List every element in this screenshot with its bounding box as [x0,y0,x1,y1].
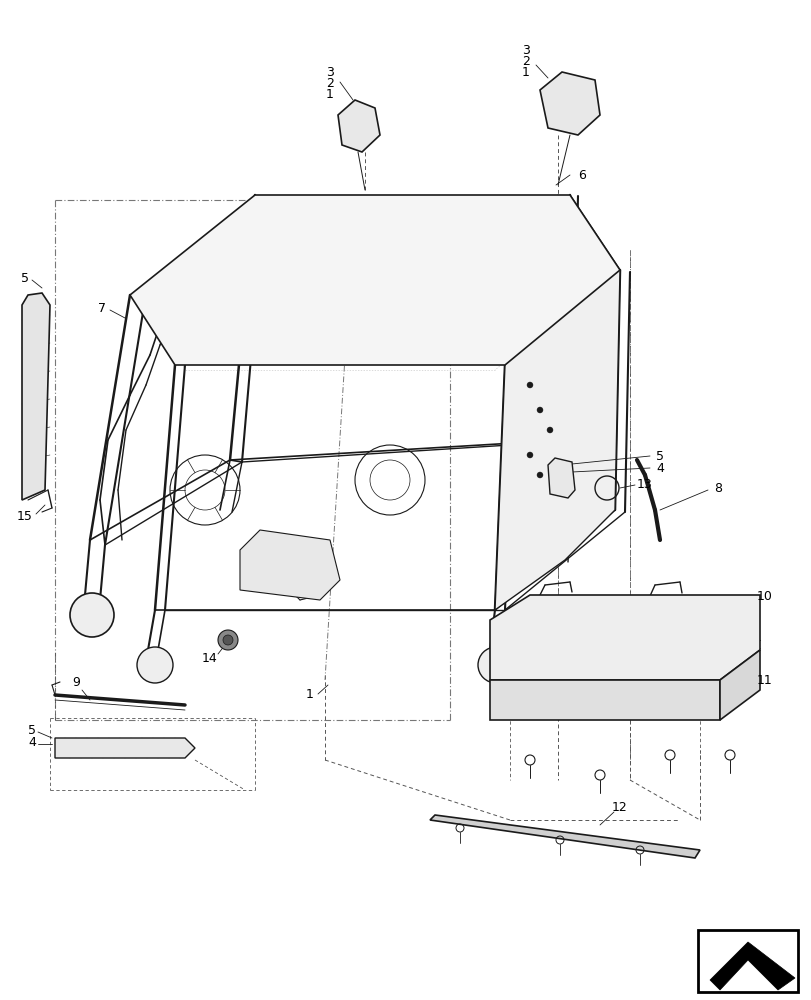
Polygon shape [130,195,620,365]
Text: 14: 14 [202,652,217,664]
Text: 9: 9 [72,676,79,688]
Text: 2: 2 [326,77,333,90]
Polygon shape [55,738,195,758]
Text: 4: 4 [28,736,36,748]
Text: 15: 15 [17,510,33,522]
Text: 6: 6 [577,169,586,182]
Polygon shape [240,530,340,600]
Polygon shape [719,650,759,720]
Circle shape [536,472,543,478]
Polygon shape [489,680,719,720]
Text: 1: 1 [326,88,333,101]
Polygon shape [539,72,599,135]
Text: 13: 13 [637,478,652,490]
Circle shape [547,427,552,433]
Text: 3: 3 [326,66,333,79]
Text: 10: 10 [756,589,772,602]
Polygon shape [495,195,620,610]
Circle shape [217,630,238,650]
Text: 7: 7 [98,302,106,314]
Text: 5: 5 [28,724,36,736]
Circle shape [478,647,513,683]
Text: 5: 5 [655,450,663,462]
Bar [697,930,797,992]
Circle shape [137,647,173,683]
Text: 8: 8 [713,482,721,494]
Polygon shape [489,595,759,680]
Polygon shape [430,815,699,858]
Polygon shape [337,100,380,152]
Circle shape [536,407,543,413]
Text: 4: 4 [655,462,663,475]
Text: 12: 12 [611,801,627,814]
Circle shape [526,452,532,458]
Polygon shape [547,458,574,498]
Text: 5: 5 [21,271,29,284]
Circle shape [70,593,114,637]
Text: 11: 11 [756,674,772,686]
Polygon shape [22,293,50,500]
Circle shape [526,382,532,388]
Text: 2: 2 [521,55,530,68]
Text: 1: 1 [521,66,530,79]
Text: 3: 3 [521,44,530,57]
Polygon shape [709,942,794,990]
Circle shape [223,635,233,645]
Text: 1: 1 [306,688,314,700]
